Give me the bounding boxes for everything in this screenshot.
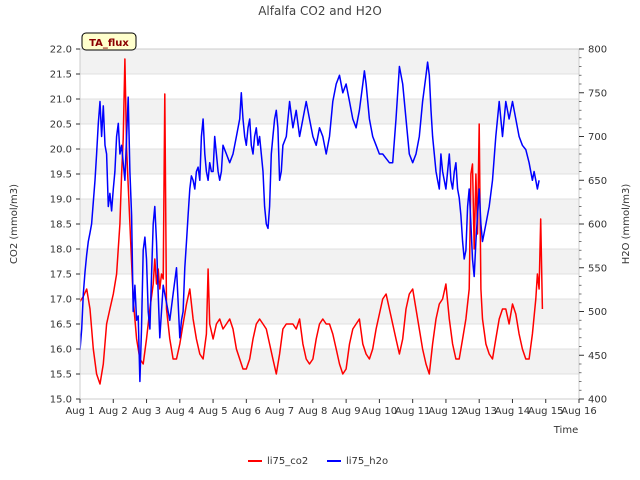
x-tick-label: Aug 10 <box>362 406 397 417</box>
x-axis: Aug 1 Aug 2 Aug 3 Aug 4 Aug 5 Aug 6 Aug 7 Aug 8… <box>65 399 597 417</box>
x-tick-label: Aug 12 <box>428 406 463 417</box>
y-left-tick-label: 19.0 <box>50 195 72 206</box>
y-right-tick-label: 500 <box>588 307 607 318</box>
y-axis-right: 400 450 500 550 600 650 700 750 800 <box>579 45 607 406</box>
x-tick-label: Aug 2 <box>99 406 128 417</box>
legend-label-h2o: li75_h2o <box>346 456 388 467</box>
plot-area <box>79 48 580 400</box>
y-left-tick-label: 21.5 <box>50 70 72 81</box>
y-right-tick-label: 650 <box>588 176 607 187</box>
y-right-tick-label: 450 <box>588 351 607 362</box>
grid-band <box>80 299 579 324</box>
chart-title: Alfalfa CO2 and H2O <box>258 4 382 18</box>
y-left-tick-label: 17.5 <box>50 270 72 281</box>
legend-label-co2: li75_co2 <box>267 456 308 467</box>
grid-band <box>80 149 579 174</box>
y-right-tick-label: 550 <box>588 263 607 274</box>
y-right-tick-label: 400 <box>588 395 607 406</box>
x-tick-label: Aug 4 <box>165 406 194 417</box>
x-tick-label: Aug 7 <box>265 406 294 417</box>
x-tick-label: Aug 3 <box>132 406 161 417</box>
y-left-tick-label: 17.0 <box>50 295 72 306</box>
x-tick-label: Aug 14 <box>495 406 530 417</box>
flux-badge-label: TA_flux <box>89 38 129 49</box>
y-right-tick-label: 800 <box>588 45 607 56</box>
flux-badge: TA_flux <box>81 32 137 51</box>
y-left-tick-label: 16.0 <box>50 345 72 356</box>
y-left-tick-label: 18.5 <box>50 220 72 231</box>
series-line-li75_h2o <box>79 61 540 383</box>
x-tick-label: Aug 15 <box>528 406 563 417</box>
x-tick-label: Aug 5 <box>199 406 228 417</box>
x-tick-label: Aug 6 <box>232 406 261 417</box>
x-axis-title: Time <box>553 425 578 436</box>
x-tick-label: Aug 8 <box>298 406 327 417</box>
x-tick-label: Aug 11 <box>395 406 430 417</box>
y-left-tick-label: 20.0 <box>50 145 72 156</box>
x-tick-label: Aug 9 <box>332 406 361 417</box>
x-tick-label: Aug 16 <box>561 406 596 417</box>
y-axis-left-title: CO2 (mmol/m3) <box>9 184 20 264</box>
y-left-tick-label: 15.0 <box>50 395 72 406</box>
y-left-tick-label: 18.0 <box>50 245 72 256</box>
y-left-tick-label: 21.0 <box>50 95 72 106</box>
y-axis-right-title: H2O (mmol/m3) <box>621 184 632 265</box>
y-right-tick-label: 600 <box>588 220 607 231</box>
y-left-tick-label: 16.5 <box>50 320 72 331</box>
y-left-tick-label: 15.5 <box>50 370 72 381</box>
x-tick-label: Aug 1 <box>65 406 94 417</box>
y-right-tick-label: 700 <box>588 132 607 143</box>
y-left-tick-label: 22.0 <box>50 45 72 56</box>
y-left-tick-label: 19.5 <box>50 170 72 181</box>
series-line-li75_co2 <box>79 58 544 385</box>
grid-band <box>80 99 579 124</box>
legend: li75_co2 li75_h2o <box>248 456 388 467</box>
grid-band <box>80 49 579 74</box>
grid-band <box>80 349 579 374</box>
y-right-tick-label: 750 <box>588 88 607 99</box>
x-tick-label: Aug 13 <box>461 406 496 417</box>
y-axis-left: 15.0 15.5 16.0 16.5 17.0 17.5 18.0 18.5 19.0 19.5… <box>50 45 80 406</box>
y-left-tick-label: 20.5 <box>50 120 72 131</box>
